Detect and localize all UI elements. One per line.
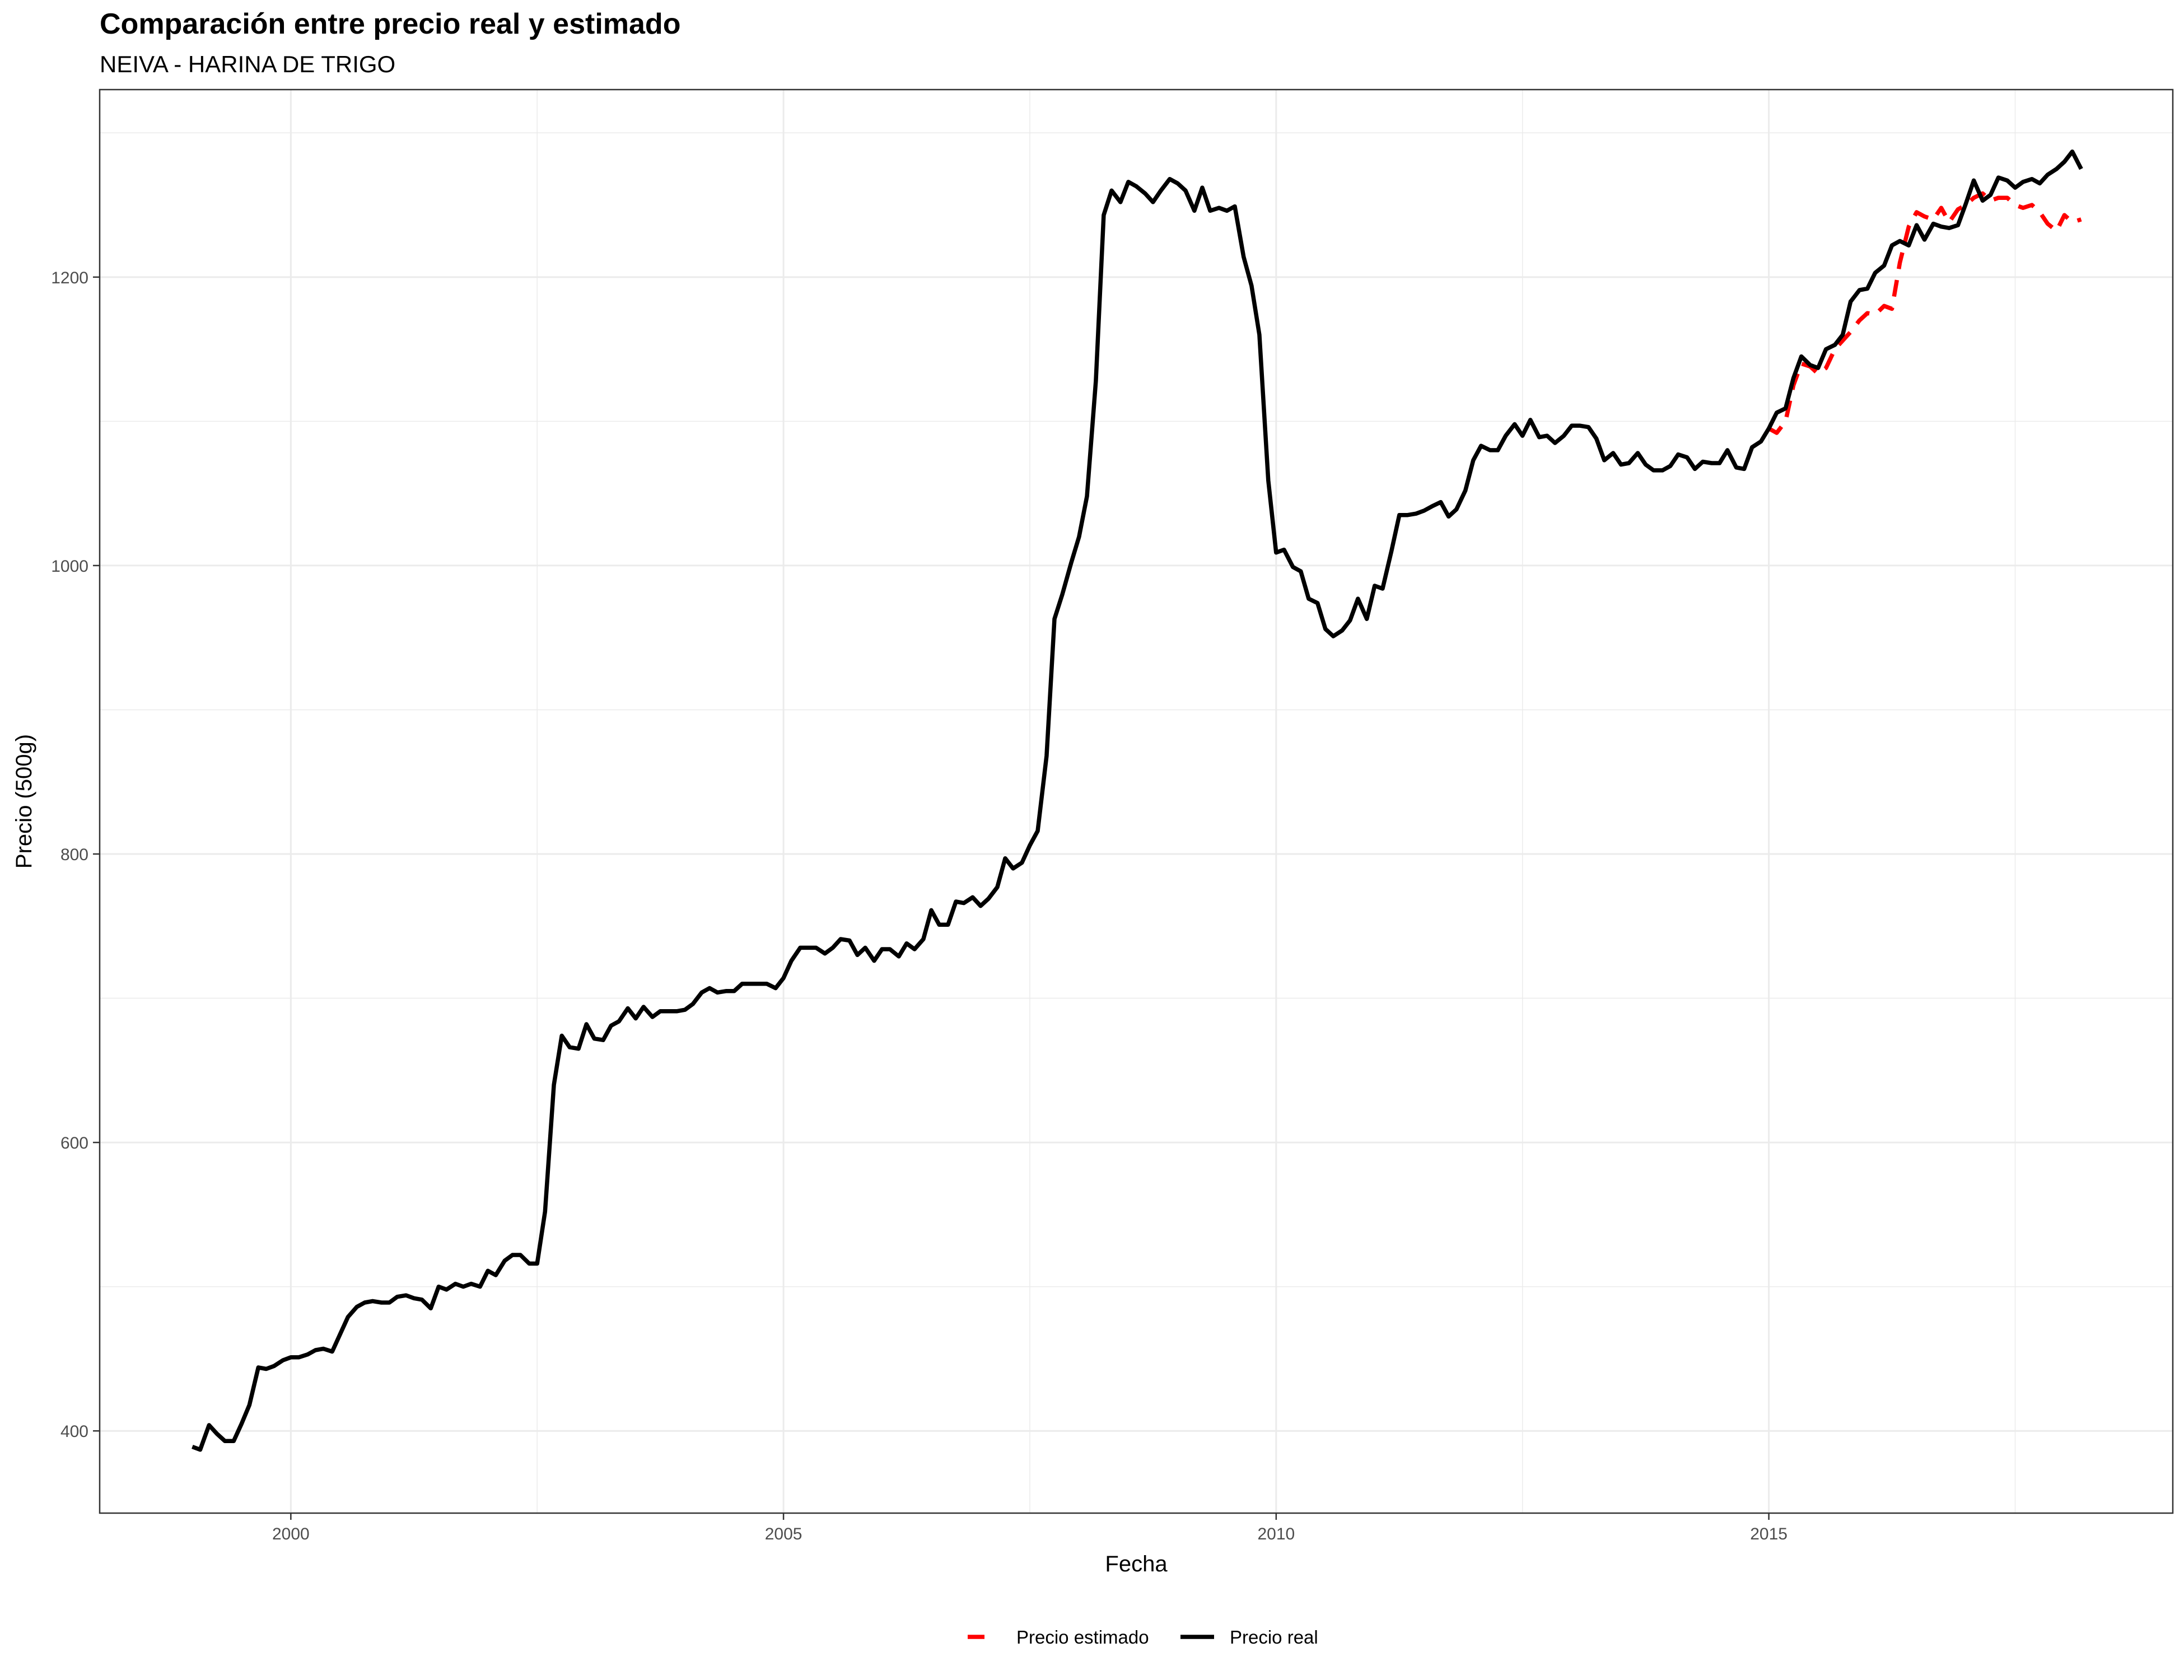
series-line-precio-real bbox=[192, 149, 2083, 1452]
legend: Precio estimado Precio real bbox=[968, 1627, 1318, 1648]
x-tick-label-2005: 2005 bbox=[765, 1525, 802, 1543]
panel-border bbox=[99, 88, 2174, 1514]
legend-label-precio-estimado: Precio estimado bbox=[1016, 1627, 1149, 1648]
x-axis-title: Fecha bbox=[1105, 1552, 1168, 1576]
grid-minor bbox=[100, 90, 2173, 1513]
legend-label-precio-real: Precio real bbox=[1230, 1627, 1318, 1648]
grid-major bbox=[100, 90, 2173, 1513]
y-axis: 400 600 800 1000 1200 bbox=[51, 269, 100, 1441]
series-layer bbox=[192, 149, 2083, 1452]
y-axis-title: Precio (500g) bbox=[12, 734, 36, 869]
x-tick-label-2015: 2015 bbox=[1750, 1525, 1788, 1543]
y-tick-label-600: 600 bbox=[60, 1134, 88, 1152]
y-tick-label-800: 800 bbox=[60, 846, 88, 864]
x-axis: 2000 2005 2010 2015 bbox=[272, 1513, 1788, 1543]
series-line-precio-estimado bbox=[1767, 191, 2082, 435]
chart-title: Comparación entre precio real y estimado bbox=[100, 8, 680, 40]
x-tick-label-2010: 2010 bbox=[1257, 1525, 1295, 1543]
chart-subtitle: NEIVA - HARINA DE TRIGO bbox=[100, 51, 395, 77]
x-tick-label-2000: 2000 bbox=[272, 1525, 310, 1543]
y-tick-label-1000: 1000 bbox=[51, 557, 88, 576]
y-tick-label-400: 400 bbox=[60, 1422, 88, 1441]
y-tick-label-1200: 1200 bbox=[51, 269, 88, 287]
